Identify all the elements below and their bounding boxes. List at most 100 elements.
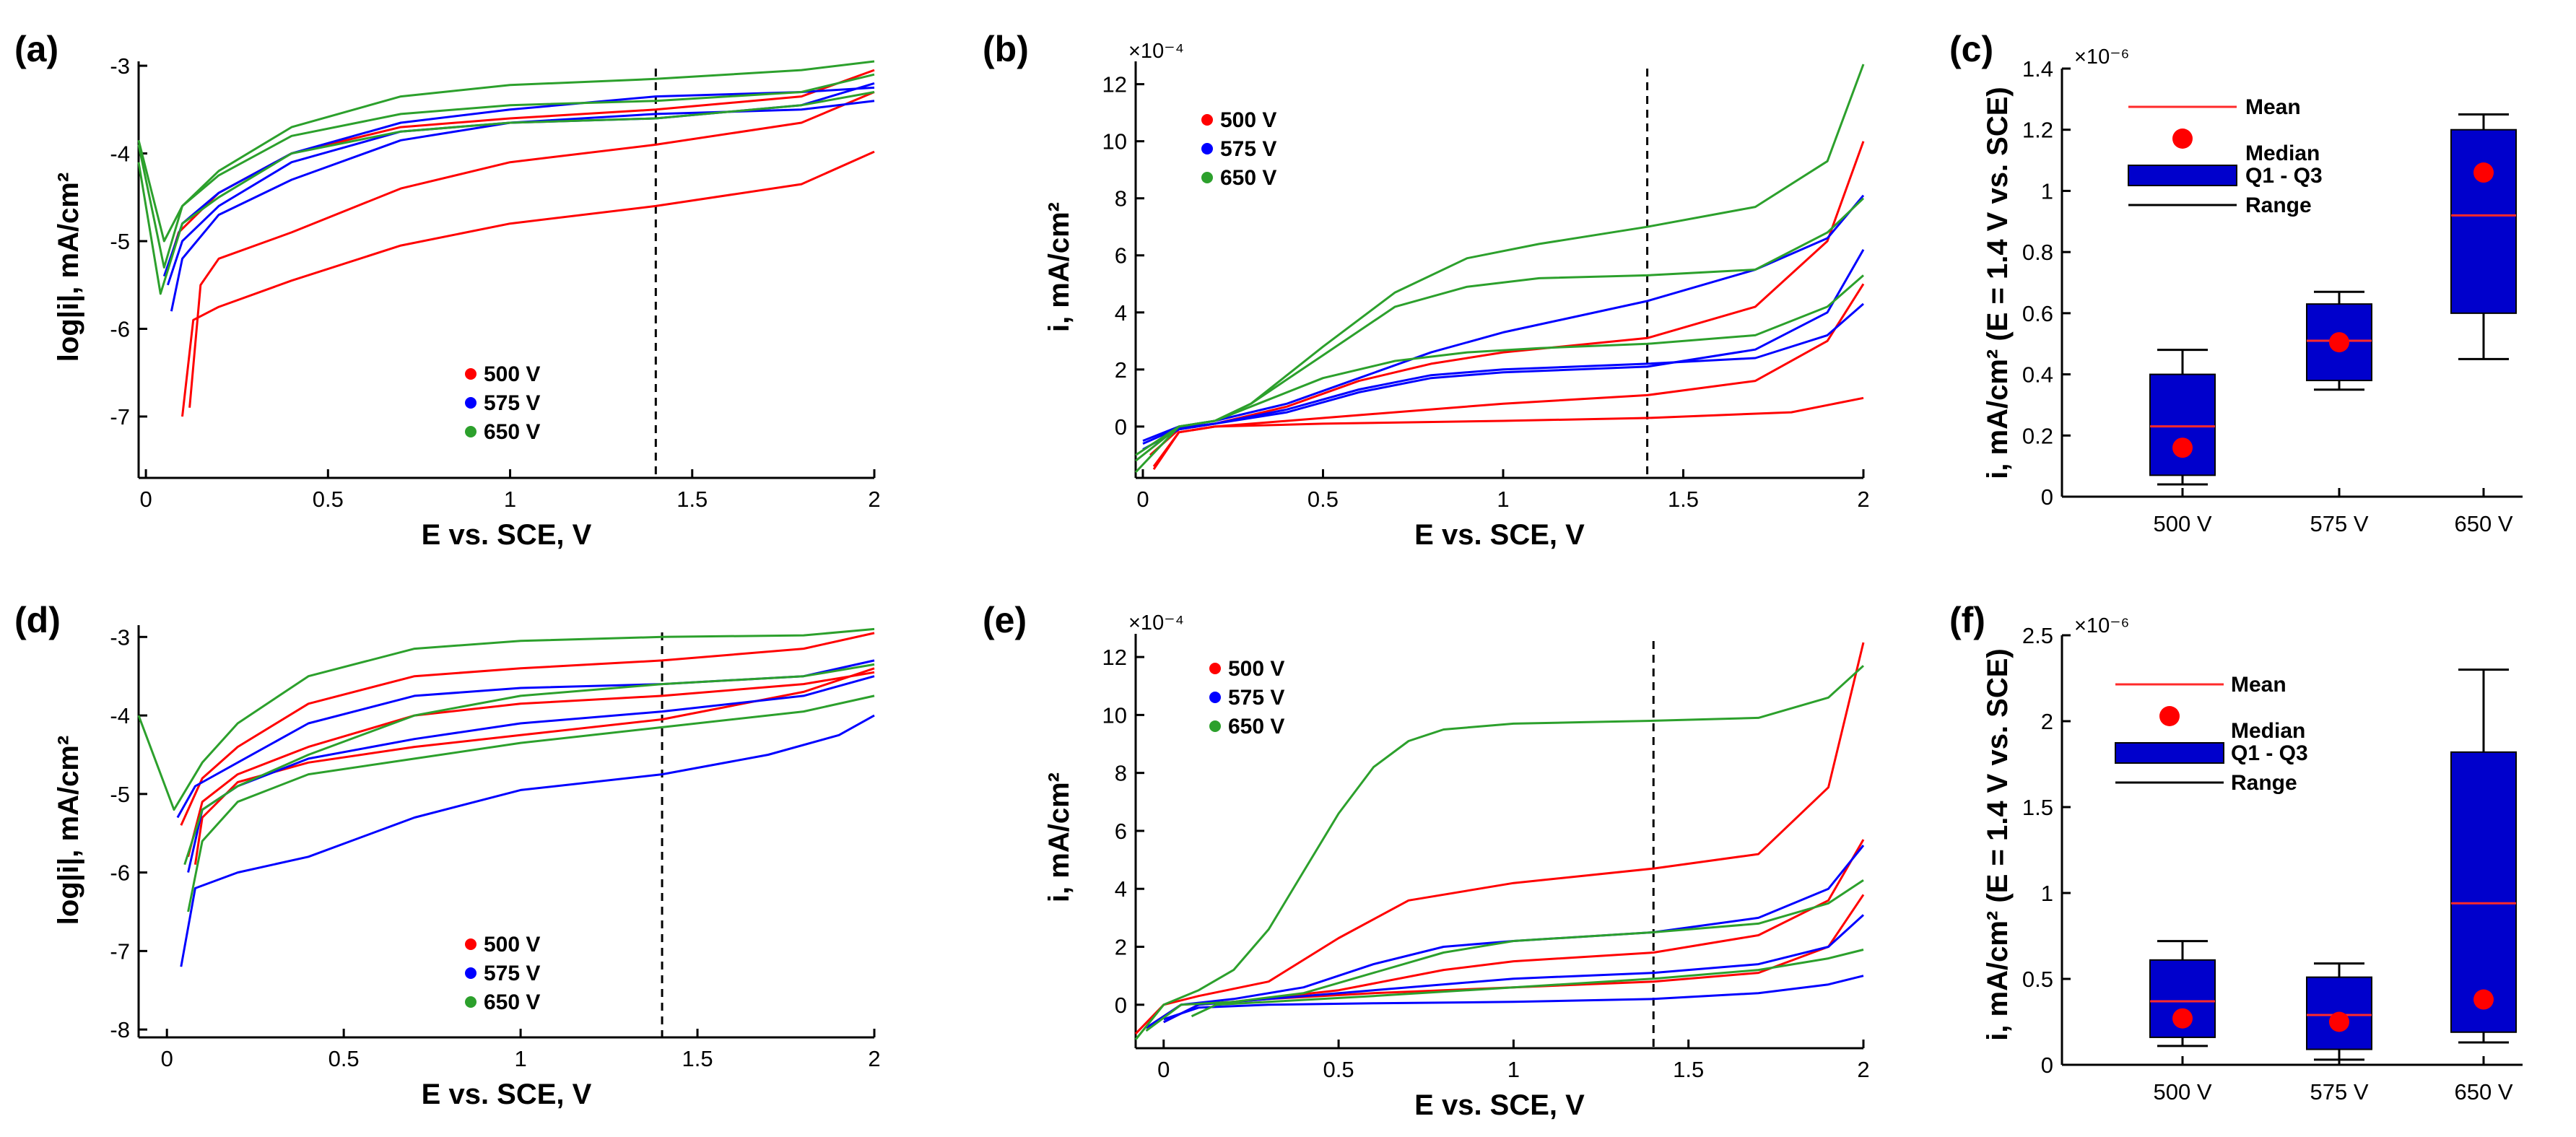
- legend-label: 500 V: [484, 362, 540, 386]
- series-line: [193, 667, 875, 865]
- x-tick-label: 0.5: [328, 1046, 360, 1071]
- y-tick-label: 0.6: [2022, 301, 2053, 326]
- series-line: [1152, 396, 1864, 470]
- series-line: [1135, 274, 1864, 456]
- box-q1-q3: [2450, 751, 2517, 1033]
- x-axis-title: E vs. SCE, V: [1414, 519, 1585, 551]
- panel-label: (d): [14, 600, 61, 640]
- y-tick-label: 8: [1115, 186, 1127, 212]
- panel-label: (a): [14, 29, 58, 69]
- panel-label: (e): [983, 600, 1027, 640]
- legend-label: Range: [2231, 771, 2297, 795]
- series-line: [1134, 642, 1865, 1034]
- series-line: [1134, 665, 1865, 1040]
- axis-exponent: ×10⁻⁶: [2074, 45, 2129, 69]
- x-tick-label: 1: [504, 487, 516, 512]
- y-axis-title: i, mA/cm² (E = 1.4 V vs. SCE): [1982, 87, 2014, 479]
- legend-box-swatch: [2128, 165, 2237, 186]
- x-tick-label: 0: [139, 487, 152, 512]
- y-tick-label: 1: [2041, 178, 2053, 204]
- axis-exponent: ×10⁻⁴: [1128, 611, 1184, 635]
- series-line: [1163, 975, 1864, 1021]
- y-tick-label: 12: [1102, 645, 1127, 670]
- legend-marker: [1201, 114, 1213, 126]
- panel-f: (f) 0 0.5 1 1.5 2 2.5 i, mA/cm² (E = 1.4 V vs. …: [1949, 600, 2523, 1105]
- series-line: [180, 632, 875, 826]
- box-median-marker: [2172, 437, 2193, 458]
- x-tick-label: 1: [1497, 487, 1509, 512]
- box-median-marker: [2172, 1008, 2193, 1029]
- y-tick-label: 6: [1115, 243, 1127, 269]
- legend-label: 650 V: [484, 420, 540, 444]
- axis-exponent: ×10⁻⁶: [2074, 614, 2129, 637]
- y-tick-label: 0: [2041, 1053, 2053, 1078]
- y-tick-label: -3: [110, 624, 130, 650]
- y-tick-label: -6: [110, 861, 130, 886]
- legend-marker: [465, 967, 477, 979]
- panel-label: (c): [1949, 29, 1993, 69]
- legend-marker: [1209, 692, 1221, 703]
- x-tick-label: 0: [1157, 1057, 1170, 1082]
- y-tick-label: -4: [110, 703, 130, 728]
- series-line: [1145, 845, 1865, 1029]
- legend-marker: [1201, 172, 1213, 183]
- legend-marker: [465, 368, 477, 380]
- panel-label: (b): [983, 29, 1029, 69]
- series-line: [137, 73, 875, 243]
- y-tick-label: -5: [110, 229, 130, 254]
- series-line: [188, 91, 875, 408]
- box-q1-q3: [2149, 373, 2216, 476]
- legend-label: Mean: [2245, 95, 2301, 119]
- legend-marker: [465, 996, 477, 1008]
- series-line: [166, 69, 875, 268]
- legend-marker: [1209, 663, 1221, 674]
- series-line: [176, 659, 875, 819]
- x-tick-label: 650 V: [2454, 511, 2512, 536]
- x-tick-label: 0.5: [1323, 1057, 1354, 1082]
- y-tick-label: 1.4: [2022, 56, 2053, 82]
- legend-marker: [465, 397, 477, 409]
- y-tick-label: 2: [1115, 357, 1127, 383]
- y-tick-label: 4: [1115, 300, 1127, 326]
- box-median-marker: [2473, 989, 2494, 1010]
- x-tick-label: 650 V: [2454, 1079, 2512, 1105]
- legend-marker: [1201, 143, 1213, 154]
- series-line: [187, 694, 875, 912]
- y-tick-label: -4: [110, 141, 130, 167]
- legend-label: Range: [2245, 193, 2312, 217]
- y-tick-label: 2.5: [2022, 623, 2053, 648]
- y-axis-title: i, mA/cm² (E = 1.4 V vs. SCE): [1982, 648, 2014, 1041]
- x-axis-title: E vs. SCE, V: [1414, 1089, 1585, 1121]
- legend-label: Q1 - Q3: [2231, 741, 2308, 765]
- x-tick-label: 500 V: [2153, 511, 2211, 536]
- y-tick-label: 0: [1115, 414, 1127, 440]
- series-line: [162, 86, 875, 277]
- y-tick-label: 6: [1115, 819, 1127, 844]
- y-tick-label: -6: [110, 316, 130, 341]
- x-tick-label: 2: [1857, 1057, 1869, 1082]
- y-axis-title: i, mA/cm²: [1043, 202, 1075, 332]
- legend-label: Mean: [2231, 673, 2286, 697]
- series-line: [180, 714, 875, 967]
- legend-label: 500 V: [484, 933, 540, 957]
- panel-a: (a) -7 -6 -5 -4 -3 log|i|, mA/cm² 0 0.5 1 1.5 2 E vs…: [14, 29, 881, 551]
- y-tick-label: 0: [2041, 484, 2053, 510]
- x-tick-label: 1.5: [1668, 487, 1699, 512]
- panel-b: (b) 0 2 4 6 8 10 12 i, mA/cm² ×10⁻⁴ 0 0.5 1 1.5 2 E vs.…: [983, 29, 1870, 551]
- series-line: [1191, 949, 1864, 1018]
- legend-label: 500 V: [1228, 657, 1284, 681]
- box-median-marker: [2329, 332, 2349, 353]
- series-line: [1142, 302, 1864, 450]
- series-line: [183, 663, 875, 866]
- box-median-marker: [2473, 162, 2494, 183]
- y-tick-label: 0.8: [2022, 240, 2053, 265]
- y-tick-label: 1: [2041, 881, 2053, 906]
- x-tick-label: 2: [868, 487, 880, 512]
- series-line: [187, 675, 875, 873]
- x-axis-title: E vs. SCE, V: [422, 1079, 592, 1110]
- legend-label: 575 V: [484, 391, 540, 415]
- x-tick-label: 1.5: [1673, 1057, 1704, 1082]
- y-tick-label: 12: [1102, 72, 1127, 97]
- panel-d: (d) -8 -7 -6 -5 -4 -3 log|i|, mA/cm² 0 0.5 1 1.5 2 E …: [14, 600, 881, 1110]
